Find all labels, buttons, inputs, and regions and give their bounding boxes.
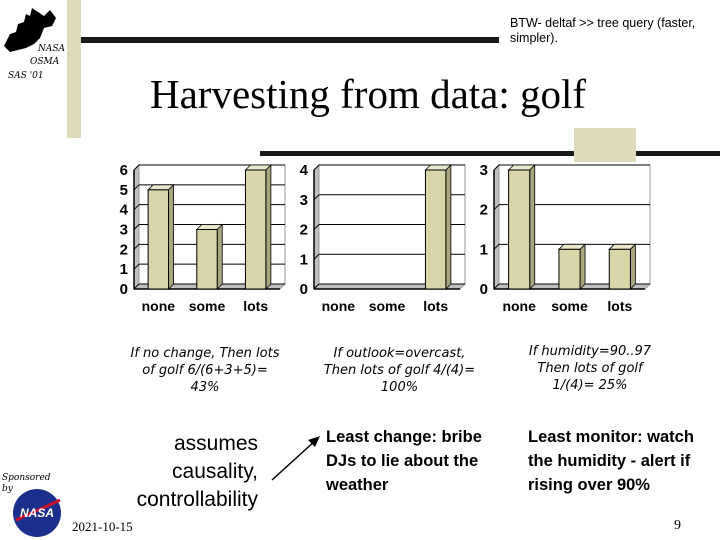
gridline	[493, 164, 500, 171]
gridline	[133, 224, 140, 230]
gridline	[133, 263, 140, 270]
bar-side	[529, 164, 536, 290]
nasa-logo-text: NASA	[20, 506, 54, 520]
x-tick-label: lots	[607, 298, 632, 314]
x-tick-label: some	[551, 298, 588, 314]
nasa-logo-icon: NASA	[13, 489, 61, 537]
gridline	[313, 283, 320, 290]
slide-date: 2021-10-15	[72, 519, 133, 534]
y-tick-label: 2	[300, 222, 308, 239]
y-tick-label: 0	[480, 281, 488, 298]
y-tick-label: 5	[120, 182, 128, 199]
assumes-note: assumes causality, controllability	[136, 432, 258, 511]
gridline	[313, 253, 320, 260]
page-number: 9	[674, 518, 681, 533]
caption-no-change: If no change, Then lots of golf 6/(6+3+5…	[130, 346, 280, 395]
bar-some	[558, 248, 581, 290]
golf-chart-overcast: 0 1 2 3 4 none some lots	[300, 162, 467, 314]
arrow-icon	[271, 436, 320, 481]
state-silhouette-icon	[4, 8, 56, 52]
y-tick-label: 1	[120, 261, 128, 278]
golf-chart-no-change: 0 1 2 3 4 5 6 none some lots	[120, 162, 287, 314]
slide-title: Harvesting from data: golf	[150, 71, 587, 117]
bar-side	[445, 164, 452, 290]
decorative-band-vertical	[67, 0, 81, 138]
x-tick-label: none	[322, 298, 356, 314]
logo-line-2: OSMA	[30, 57, 60, 67]
y-tick-label: 0	[120, 281, 128, 298]
logo-line-1: NASA	[38, 44, 66, 54]
gridline	[313, 224, 320, 230]
sponsor-label: Sponsored by	[2, 473, 51, 494]
y-tick-label: 4	[300, 162, 309, 179]
y-tick-label: 2	[120, 241, 128, 258]
gridline	[493, 283, 500, 290]
bar-some	[196, 229, 218, 290]
x-tick-label: some	[189, 298, 226, 314]
gridline	[133, 283, 140, 290]
west-virginia-logo: NASA OSMA SAS '01	[0, 4, 70, 82]
bar-lots	[244, 169, 267, 290]
logo-line-3: SAS '01	[8, 71, 44, 81]
bar-side	[216, 223, 223, 290]
gridline	[133, 204, 140, 211]
y-tick-label: 3	[120, 222, 128, 239]
x-tick-label: lots	[243, 298, 268, 314]
y-tick-label: 3	[300, 192, 308, 209]
bar-side	[265, 164, 272, 290]
bar-side	[168, 183, 174, 290]
gridline	[313, 194, 320, 201]
x-tick-label: none	[142, 298, 176, 314]
y-tick-label: 6	[120, 162, 128, 179]
bar-lots	[424, 169, 447, 290]
decorative-block	[574, 128, 636, 162]
x-tick-label: some	[369, 298, 406, 314]
gridline	[313, 164, 320, 171]
bar-side	[579, 243, 586, 290]
y-tick-label: 1	[480, 241, 488, 258]
y-tick-label: 2	[480, 202, 488, 219]
caption-humidity: If humidity=90..97 Then lots of golf 1/(…	[528, 344, 652, 393]
y-tick-label: 3	[480, 162, 488, 179]
x-tick-label: none	[502, 298, 536, 314]
gridline	[133, 184, 140, 191]
least-monitor-note: Least monitor: watch the humidity - aler…	[528, 428, 694, 494]
y-tick-label: 1	[300, 251, 308, 268]
golf-chart-humidity: 0 1 2 3 none some lots	[480, 162, 652, 314]
gridline	[493, 204, 500, 211]
bar-none	[508, 169, 531, 290]
bar-side	[630, 243, 636, 290]
x-tick-label: lots	[423, 298, 448, 314]
bar-none	[147, 189, 170, 290]
caption-overcast: If outlook=overcast, Then lots of golf 4…	[323, 346, 476, 395]
y-tick-label: 0	[300, 281, 308, 298]
least-change-note: Least change: bribe DJs to lie about the…	[326, 428, 482, 494]
header-note: BTW- deltaf >> tree query (faster, simpl…	[510, 16, 696, 45]
gridline	[133, 243, 140, 250]
y-tick-label: 4	[120, 202, 129, 219]
gridline	[493, 243, 500, 250]
gridline	[133, 164, 140, 171]
decorative-rule-top	[81, 37, 499, 43]
decorative-rule-middle	[260, 151, 720, 156]
bar-lots	[608, 248, 631, 290]
